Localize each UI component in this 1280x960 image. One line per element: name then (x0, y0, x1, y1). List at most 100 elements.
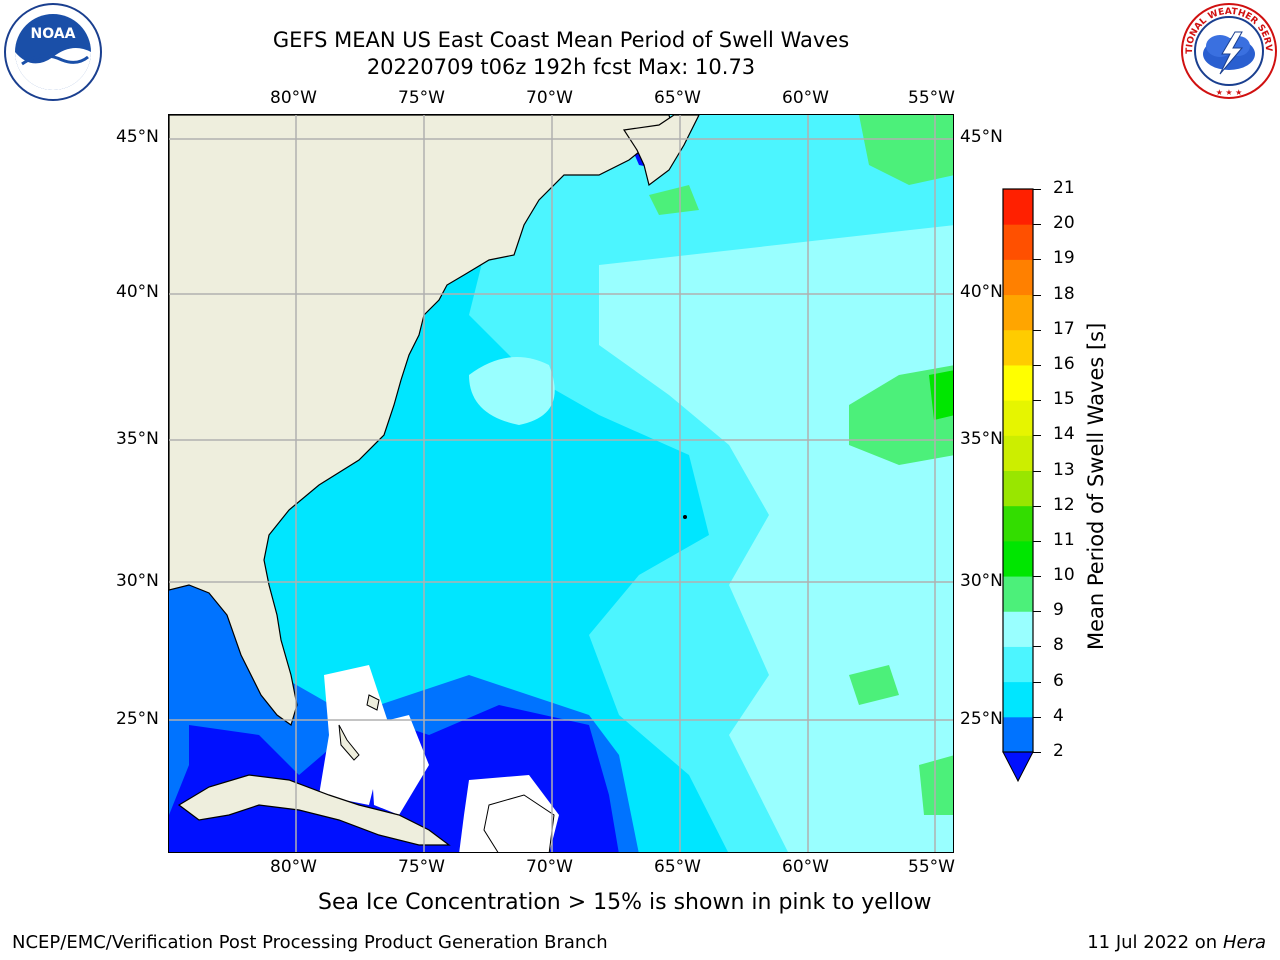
colorbar-tick-label: 18 (1053, 283, 1075, 304)
colorbar-tick-label: 16 (1053, 353, 1075, 374)
lat-label: 45°N (116, 127, 159, 147)
lat-label: 40°N (116, 282, 159, 302)
colorbar-tick-label: 15 (1053, 389, 1075, 410)
colorbar-tick-mark (1033, 752, 1041, 753)
colorbar-tick-label: 14 (1053, 424, 1075, 445)
colorbar-segment (1003, 505, 1033, 542)
svg-text:★ ★ ★: ★ ★ ★ (1216, 88, 1243, 97)
colorbar-tick-label: 21 (1053, 178, 1075, 198)
colorbar-segment (1003, 189, 1033, 225)
colorbar-segment (1003, 364, 1033, 401)
colorbar-segment (1003, 294, 1033, 331)
swell-9-10s (849, 665, 899, 705)
sea-ice-caption: Sea Ice Concentration > 15% is shown in … (318, 890, 932, 915)
colorbar-tick-label: 17 (1053, 318, 1075, 339)
colorbar-segment (1003, 646, 1033, 683)
colorbar-tick-label: 12 (1053, 494, 1075, 515)
lon-label: 75°W (398, 857, 445, 877)
colorbar-tick-label: 13 (1053, 459, 1075, 480)
colorbar-tick-mark (1033, 681, 1041, 683)
map-panel[interactable] (168, 114, 954, 853)
lon-label: 65°W (654, 88, 701, 108)
swell-9-10s (859, 115, 953, 185)
lat-label: 25°N (116, 709, 159, 729)
colorbar-tick-mark (1033, 364, 1041, 366)
lat-label: 35°N (116, 429, 159, 449)
colorbar-tick-label: 19 (1053, 248, 1075, 269)
colorbar-segment (1003, 681, 1033, 718)
lon-label: 60°W (782, 857, 829, 877)
colorbar-segment (1003, 224, 1033, 260)
footer-date: 11 Jul 2022 on Hera (1087, 932, 1266, 953)
svg-text:NOAA: NOAA (31, 26, 76, 42)
colorbar-label: Mean Period of Swell Waves [s] (1084, 322, 1108, 650)
colorbar-tick-mark (1033, 259, 1041, 261)
lat-label: 35°N (960, 429, 1003, 449)
lat-label: 40°N (960, 282, 1003, 302)
colorbar-tick-label: 6 (1053, 670, 1064, 691)
lon-label: 80°W (270, 88, 317, 108)
colorbar-tick-mark (1033, 435, 1041, 437)
swell-period-map (169, 115, 953, 852)
lon-label: 55°W (908, 857, 955, 877)
colorbar-tick-mark (1033, 646, 1041, 648)
lon-label: 75°W (398, 88, 445, 108)
chart-title: GEFS MEAN US East Coast Mean Period of S… (272, 28, 850, 52)
colorbar-segment (1003, 716, 1033, 753)
colorbar-under-arrow (1002, 751, 1034, 783)
colorbar-segment (1003, 400, 1033, 436)
lon-label: 70°W (526, 857, 573, 877)
lon-label: 60°W (782, 88, 829, 108)
colorbar-segment (1003, 470, 1033, 507)
bahamas-island (338, 724, 360, 761)
colorbar-tick-label: 2 (1053, 741, 1064, 761)
colorbar-swatches (1002, 188, 1034, 783)
colorbar-tick-label: 4 (1053, 705, 1064, 726)
colorbar-segment (1003, 611, 1033, 647)
colorbar-tick-mark (1033, 576, 1041, 578)
no-data-area (369, 715, 429, 815)
swell-9-10s (919, 755, 953, 815)
colorbar-tick-mark (1033, 189, 1041, 190)
lat-label: 30°N (960, 571, 1003, 591)
colorbar-tick-label: 10 (1053, 565, 1075, 586)
swell-8-9s-patch (469, 357, 555, 425)
bahamas-island (366, 694, 380, 711)
colorbar-tick-mark (1033, 329, 1041, 331)
footer-date-text: 11 Jul 2022 on (1087, 932, 1223, 953)
colorbar-tick-mark (1033, 400, 1041, 402)
colorbar-tick-mark (1033, 294, 1041, 296)
swell-9-10s (649, 185, 699, 215)
colorbar-segment (1003, 259, 1033, 296)
colorbar-segment (1003, 576, 1033, 612)
bermuda-island (683, 515, 687, 519)
colorbar-tick-mark (1033, 470, 1041, 472)
noaa-logo: NOAA (4, 3, 102, 101)
colorbar-tick-label: 8 (1053, 635, 1064, 656)
colorbar-tick-mark (1033, 611, 1041, 613)
colorbar-segment (1003, 435, 1033, 471)
colorbar-tick-label: 9 (1053, 600, 1064, 621)
lon-label: 65°W (654, 857, 701, 877)
colorbar-segment (1003, 540, 1033, 577)
footer-host: Hera (1222, 932, 1266, 953)
colorbar-segment (1003, 329, 1033, 366)
lon-label: 55°W (908, 88, 955, 108)
colorbar-tick-mark (1033, 224, 1041, 226)
colorbar-tick-label: 20 (1053, 213, 1075, 234)
colorbar-tick-mark (1033, 505, 1041, 507)
lat-label: 45°N (960, 127, 1003, 147)
cuba-land (177, 774, 451, 846)
footer-credit: NCEP/EMC/Verification Post Processing Pr… (12, 932, 608, 953)
colorbar (1002, 188, 1034, 783)
colorbar-tick-mark (1033, 540, 1041, 542)
lon-label: 80°W (270, 857, 317, 877)
colorbar-tick-label: 11 (1053, 529, 1075, 550)
chart-subtitle: 20220709 t06z 192h fcst Max: 10.73 (366, 55, 756, 79)
map-gridlines (169, 115, 953, 852)
hispaniola-outline (483, 794, 555, 852)
lat-label: 30°N (116, 571, 159, 591)
lat-label: 25°N (960, 709, 1003, 729)
nws-logo: NATIONAL WEATHER SERVICE ★ ★ ★ (1180, 2, 1277, 99)
colorbar-tick-mark (1033, 716, 1041, 718)
